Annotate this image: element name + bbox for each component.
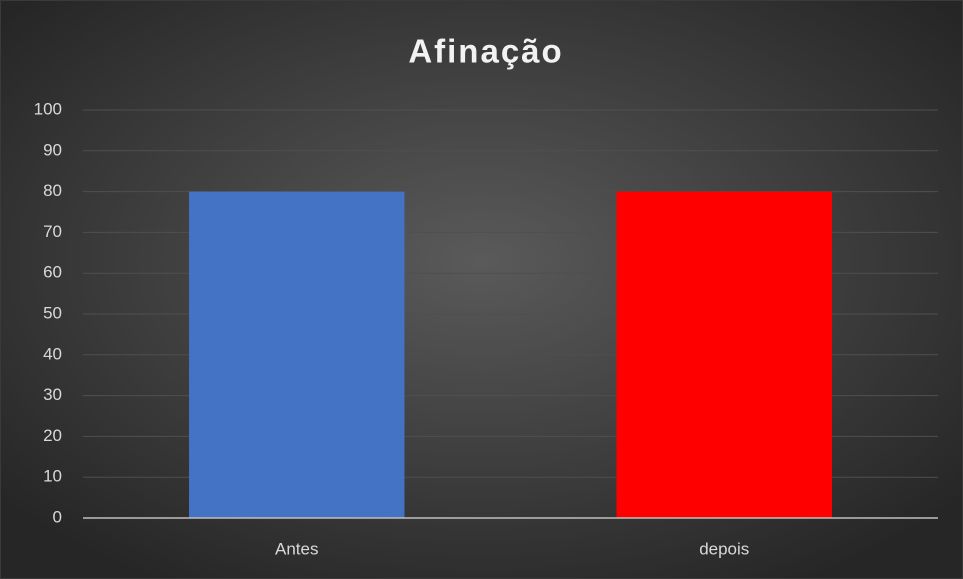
bar (616, 191, 832, 518)
y-tick-label: 10 (43, 467, 62, 486)
y-tick-label: 50 (43, 303, 62, 322)
y-tick-label: 20 (43, 426, 62, 445)
bar (189, 191, 405, 518)
y-tick-label: 30 (43, 385, 62, 404)
x-tick-label: depois (699, 539, 749, 558)
y-tick-label: 100 (34, 99, 62, 118)
y-tick-label: 0 (53, 507, 62, 526)
y-tick-label: 70 (43, 222, 62, 241)
x-tick-label: Antes (275, 539, 318, 558)
y-tick-label: 80 (43, 181, 62, 200)
y-tick-label: 60 (43, 263, 62, 282)
y-tick-label: 40 (43, 344, 62, 363)
y-tick-label: 90 (43, 140, 62, 159)
chart-title: Afinação (408, 33, 563, 70)
